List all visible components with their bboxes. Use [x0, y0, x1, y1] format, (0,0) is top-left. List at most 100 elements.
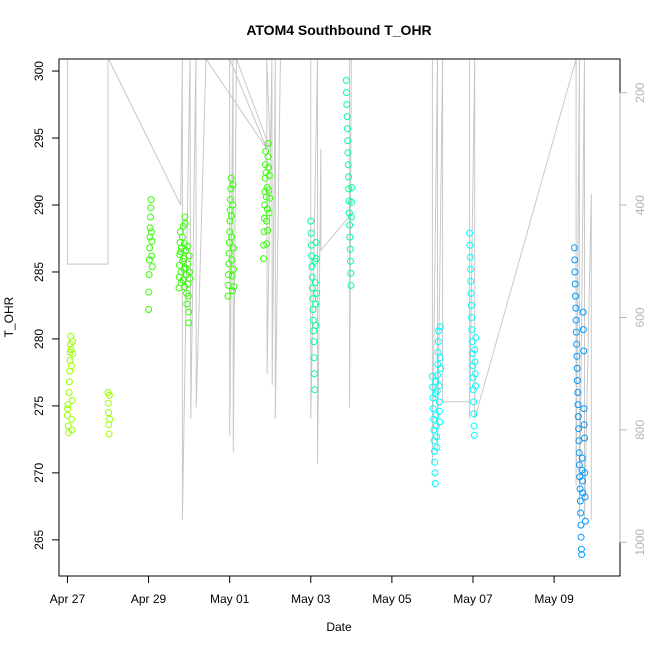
- data-point-series-4: [312, 239, 320, 246]
- data-point-series-4: [345, 173, 352, 181]
- y-tick-label: 300: [32, 61, 46, 81]
- data-point-series-5: [466, 229, 474, 237]
- data-point-series-3: [230, 283, 238, 291]
- data-point-series-5: [431, 469, 439, 477]
- data-point-series-6: [580, 405, 588, 413]
- data-point-series-6: [574, 413, 582, 421]
- x-tick-label: May 01: [210, 592, 250, 606]
- data-point-series-1: [68, 415, 76, 423]
- data-point-series-1: [105, 391, 113, 399]
- data-point-series-5: [436, 323, 444, 331]
- data-point-series-5: [431, 458, 439, 466]
- data-point-series-4: [342, 76, 350, 84]
- data-point-series-2: [147, 204, 155, 212]
- data-point-series-5: [470, 410, 478, 418]
- y-axis-left: 265 270 275 280 285 290 295 300: [32, 61, 60, 550]
- data-point-series-4: [346, 221, 354, 229]
- data-point-series-5: [436, 418, 444, 426]
- x-tick-label: Apr 29: [131, 592, 167, 606]
- data-point-series-4: [348, 198, 356, 206]
- data-point-series-6: [574, 389, 582, 396]
- data-point-series-5: [470, 431, 478, 439]
- data-point-series-5: [436, 354, 444, 362]
- data-point-series-1: [106, 415, 114, 423]
- data-point-series-5: [437, 364, 445, 372]
- data-point-series-6: [578, 551, 586, 559]
- data-point-series-5: [435, 382, 443, 390]
- y-tick-label: 295: [32, 128, 46, 148]
- data-point-series-3: [229, 287, 236, 295]
- data-point-series-5: [435, 327, 443, 335]
- y-tick-label: 285: [32, 262, 46, 282]
- data-point-series-6: [572, 328, 580, 336]
- data-point-series-3: [224, 292, 232, 300]
- data-point-series-4: [309, 284, 316, 292]
- data-point-series-3: [263, 240, 271, 248]
- data-point-series-3: [229, 201, 237, 209]
- data-point-series-3: [260, 255, 267, 263]
- data-point-series-2: [185, 252, 193, 260]
- data-point-series-1: [65, 378, 73, 386]
- data-point-series-1: [104, 399, 112, 407]
- data-point-series-5: [429, 405, 437, 413]
- data-point-series-5: [434, 338, 442, 346]
- data-point-series-3: [227, 212, 235, 220]
- data-point-series-4: [343, 89, 350, 96]
- data-point-series-5: [472, 382, 479, 390]
- data-point-series-4: [346, 233, 354, 241]
- data-point-series-3: [228, 256, 236, 264]
- data-point-series-6: [581, 493, 589, 501]
- data-point-series-3: [264, 139, 272, 147]
- data-point-series-6: [579, 489, 587, 497]
- data-point-series-4: [309, 306, 317, 313]
- data-point-series-4: [343, 113, 351, 121]
- data-point-series-5: [470, 398, 478, 406]
- data-point-series-4: [344, 161, 352, 169]
- data-point-series-3: [229, 181, 237, 189]
- data-point-series-2: [145, 256, 153, 264]
- data-point-series-5: [468, 338, 476, 346]
- data-point-series-6: [579, 326, 587, 334]
- data-point-series-6: [572, 292, 579, 300]
- y2-tick-label: 1000: [633, 529, 647, 556]
- data-point-series-1: [63, 411, 71, 419]
- data-point-series-1: [68, 397, 76, 404]
- data-point-series-5: [469, 362, 477, 370]
- x-tick-label: May 07: [453, 592, 493, 606]
- data-point-series-6: [578, 454, 586, 462]
- data-point-series-4: [313, 289, 321, 297]
- data-point-series-4: [311, 279, 319, 287]
- data-point-series-2: [147, 196, 155, 204]
- data-point-series-4: [345, 209, 353, 217]
- data-point-series-6: [570, 244, 578, 252]
- data-point-series-6: [571, 256, 579, 264]
- y-tick-label: 275: [32, 396, 46, 416]
- data-point-series-5: [472, 334, 480, 342]
- y-axis-label: T_OHR: [2, 296, 16, 337]
- data-point-series-3: [228, 233, 236, 241]
- pressure-trace-line: [66, 59, 592, 520]
- data-point-series-2: [181, 220, 189, 228]
- data-point-series-5: [468, 326, 476, 334]
- data-point-series-3: [228, 272, 236, 280]
- data-point-series-5: [467, 277, 475, 285]
- data-point-series-4: [345, 185, 353, 193]
- data-point-series-2: [183, 300, 191, 308]
- data-points-layer: [63, 76, 589, 559]
- data-point-series-3: [263, 205, 271, 213]
- y-tick-label: 265: [32, 530, 46, 550]
- data-point-series-4: [347, 213, 355, 221]
- data-point-series-5: [434, 371, 441, 379]
- data-point-series-5: [436, 407, 443, 415]
- data-point-series-2: [178, 233, 186, 241]
- data-point-series-6: [577, 533, 585, 541]
- data-point-series-1: [67, 362, 75, 370]
- data-point-series-2: [147, 213, 154, 221]
- data-point-series-3: [265, 172, 273, 179]
- data-point-series-6: [574, 401, 582, 409]
- y-axis-right: 200 400 600 800 1000: [619, 82, 647, 556]
- data-point-series-3: [224, 281, 232, 289]
- x-tick-label: May 09: [534, 592, 574, 606]
- data-point-series-6: [575, 449, 583, 457]
